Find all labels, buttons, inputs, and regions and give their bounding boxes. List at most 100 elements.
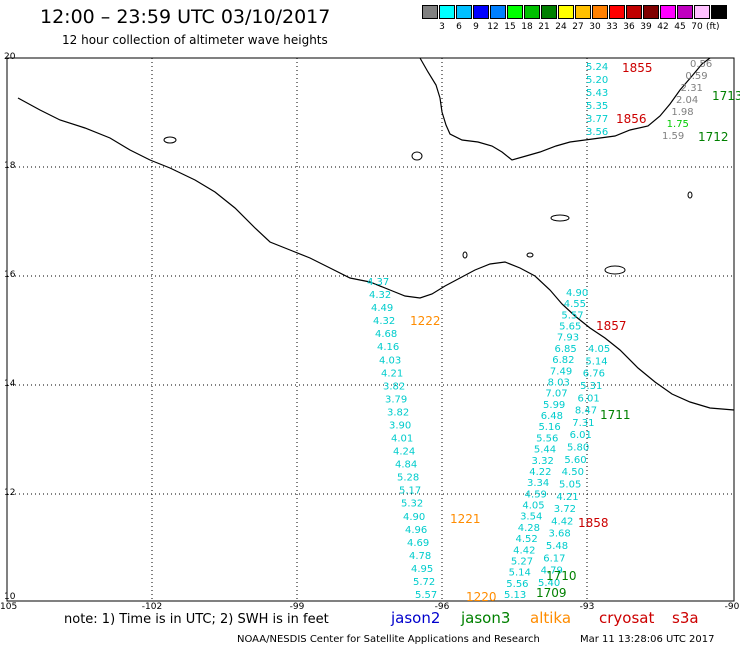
legend-label: 70 [691,22,703,32]
swh-value: 6.17 [543,553,565,564]
swh-value: 3.32 [532,456,554,467]
legend-label: 27 [572,22,584,32]
gulf-coastline [419,57,711,161]
swh-value: 5.27 [511,556,533,567]
pass-time-1710: 1710 [546,569,577,583]
legend-swatch [592,5,608,19]
legend-label: 42 [657,22,669,32]
swh-value: 4.90 [566,288,588,299]
swh-value: 4.21 [556,492,578,503]
swh-value: 5.17 [399,486,421,497]
swh-value: 7.49 [550,366,572,377]
swh-value: 7.93 [557,333,579,344]
swh-value: 4.95 [411,564,433,575]
swh-value: 4.69 [407,538,429,549]
swh-value: 0.56 [690,59,712,70]
pass-time-1855: 1855 [622,61,653,75]
map-grid [7,58,734,601]
swh-value: 4.52 [515,534,537,545]
swh-value: 5.32 [401,499,423,510]
legend-unit: (ft) [706,22,720,32]
legend-label: 15 [504,22,516,32]
legend-swatch [422,5,438,19]
map-frame [6,57,735,602]
legend-label: 3 [439,22,445,32]
pass-time-1856: 1856 [616,112,647,126]
swh-value: 4.32 [373,316,395,327]
swh-value: 6.01 [570,430,592,441]
swh-value: 5.16 [538,422,560,433]
swh-value: 4.42 [513,545,535,556]
footnote: note: 1) Time is in UTC; 2) SWH is in fe… [64,612,329,627]
pass-time-1711: 1711 [600,408,631,422]
legend-label: 9 [473,22,479,32]
legend-label: 18 [521,22,533,32]
swh-value: 4.59 [525,489,547,500]
swh-value: 3.77 [586,114,608,125]
swh-value: 4.05 [588,344,610,355]
legend-label: 39 [640,22,652,32]
legend-swatch [541,5,557,19]
lat-tick-label: 20 [4,52,16,62]
legend-swatch [643,5,659,19]
swh-value: 4.90 [403,512,425,523]
legend-swatch [456,5,472,19]
lon-tick-label: -102 [141,602,163,612]
swh-value: 8.03 [548,377,570,388]
pass-time-1709: 1709 [536,586,567,600]
swh-value: 4.84 [395,460,417,471]
swh-value: 5.56 [536,433,558,444]
swh-value: 6.82 [552,355,574,366]
swh-value: 4.16 [377,342,399,353]
swh-value: 5.65 [559,322,581,333]
swh-value: 5.35 [586,101,608,112]
swh-value: 3.72 [554,504,576,515]
lat-tick-label: 10 [4,592,16,602]
legend-swatch [490,5,506,19]
credit-line: NOAA/NESDIS Center for Satellite Applica… [237,634,540,645]
swh-value: 5.13 [504,590,526,601]
legend-swatch [439,5,455,19]
swh-value: 5.40 [538,578,560,589]
swh-value: 4.21 [381,368,403,379]
swh-value: 5.31 [580,381,602,392]
swh-value: 7.31 [572,418,594,429]
swh-value: 7.07 [545,389,567,400]
swh-value: 5.56 [506,579,528,590]
swh-value: 4.42 [551,516,573,527]
swh-value: 5.60 [564,455,586,466]
swh-value: 5.24 [586,62,608,73]
legend-label: 30 [589,22,601,32]
swh-value: 5.14 [585,356,607,367]
lon-tick-label: -93 [579,602,595,612]
swh-value: 4.24 [393,447,415,458]
lon-tick-label: -90 [724,602,740,612]
swh-value: 4.03 [379,355,401,366]
page-title: 12:00 – 23:59 UTC 03/10/2017 [40,6,331,28]
swh-value: 3.90 [389,420,411,431]
legend-label: 24 [555,22,567,32]
swh-value: 3.68 [549,529,571,540]
legend-label: 45 [674,22,686,32]
legend-cryosat: cryosat [599,609,655,627]
pass-time-1712: 1712 [698,130,729,144]
legend-altika: altika [530,609,572,627]
swh-value: 4.37 [367,277,389,288]
page-subtitle: 12 hour collection of altimeter wave hei… [62,33,328,47]
legend-label: 6 [456,22,462,32]
pass-time-1221: 1221 [450,512,481,526]
swh-value: 5.20 [586,75,608,86]
swh-value: 4.22 [529,467,551,478]
pass-time-1857: 1857 [596,319,627,333]
legend-label: 21 [538,22,550,32]
lat-tick-label: 14 [4,379,16,389]
legend-label: 12 [487,22,499,32]
swh-value: 4.28 [518,523,540,534]
swh-value: 5.80 [567,443,589,454]
swh-value: 3.82 [387,407,409,418]
swh-value: 4.50 [562,467,584,478]
legend-swatch [575,5,591,19]
legend-swatch [694,5,710,19]
swh-value: 5.57 [561,310,583,321]
swh-value: 4.79 [541,566,563,577]
